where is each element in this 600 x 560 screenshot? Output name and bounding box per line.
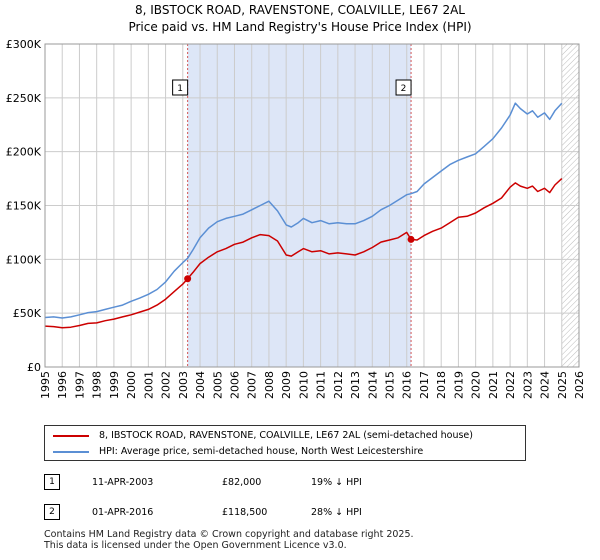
x-tick-label: 2011	[315, 371, 328, 399]
x-tick-label: 2020	[470, 371, 483, 399]
x-tick-label: 1999	[108, 371, 121, 399]
sale-number-badge: 2	[44, 504, 60, 520]
x-tick-label: 2001	[142, 371, 155, 399]
chart-title: 8, IBSTOCK ROAD, RAVENSTONE, COALVILLE, …	[0, 2, 600, 36]
sale-price: £118,500	[222, 507, 268, 518]
x-tick-label: 2009	[280, 371, 293, 399]
x-tick-label: 1998	[91, 371, 104, 399]
sale-point	[184, 275, 192, 283]
y-tick-label: £300K	[6, 38, 42, 51]
plot-frame	[44, 43, 580, 368]
x-tick-label: 2023	[521, 371, 534, 399]
sale-hpi-delta: 28% ↓ HPI	[311, 507, 362, 518]
y-tick-label: £150K	[6, 200, 42, 213]
x-tick-label: 2006	[228, 371, 241, 399]
x-tick-label: 2010	[297, 371, 310, 399]
x-tick-label: 2008	[263, 371, 276, 399]
x-tick-label: 2004	[194, 371, 207, 399]
legend-swatch-hpi	[53, 450, 89, 453]
title-subtitle: Price paid vs. HM Land Registry's House …	[128, 20, 472, 34]
legend-item-hpi: HPI: Average price, semi-detached house,…	[53, 445, 423, 459]
x-tick-label: 2016	[401, 371, 414, 399]
y-tick-label: £100K	[6, 253, 42, 266]
x-tick-label: 2005	[211, 371, 224, 399]
sale-price: £82,000	[222, 477, 262, 488]
x-tick-label: 1995	[39, 371, 52, 399]
legend-item-price: 8, IBSTOCK ROAD, RAVENSTONE, COALVILLE, …	[53, 429, 473, 443]
footer-attribution: Contains HM Land Registry data © Crown c…	[44, 529, 414, 551]
x-tick-label: 2025	[556, 371, 569, 399]
x-tick-label: 2013	[349, 371, 362, 399]
y-tick-label: £200K	[6, 146, 42, 159]
x-tick-label: 1997	[73, 371, 86, 399]
sale-hpi-delta: 19% ↓ HPI	[311, 477, 362, 488]
x-tick-label: 2024	[539, 371, 552, 399]
footer-licence: This data is licensed under the Open Gov…	[44, 539, 347, 551]
sale-label-box	[395, 79, 412, 96]
sale-label: 1	[177, 84, 183, 94]
price-paid-line	[44, 178, 563, 329]
x-tick-label: 2007	[246, 371, 259, 399]
x-tick-label: 2003	[177, 371, 190, 399]
x-tick-label: 2018	[435, 371, 448, 399]
footer-copyright: Contains HM Land Registry data © Crown c…	[44, 529, 414, 540]
y-tick-label: £50K	[13, 307, 42, 320]
chart-legend: 8, IBSTOCK ROAD, RAVENSTONE, COALVILLE, …	[44, 425, 526, 461]
x-tick-label: 2015	[384, 371, 397, 399]
title-address: 8, IBSTOCK ROAD, RAVENSTONE, COALVILLE, …	[135, 3, 465, 17]
hpi-line	[44, 102, 563, 319]
y-tick-label: £250K	[6, 92, 42, 105]
sale-label: 2	[401, 84, 407, 94]
legend-swatch-price	[53, 434, 89, 437]
x-tick-label: 2000	[125, 371, 138, 399]
x-tick-label: 2002	[160, 371, 173, 399]
x-tick-label: 2019	[452, 371, 465, 399]
sale-number-badge: 1	[44, 474, 60, 490]
sale-point	[407, 235, 415, 243]
legend-label-price: 8, IBSTOCK ROAD, RAVENSTONE, COALVILLE, …	[99, 430, 473, 441]
price-chart: £0 £50K £100K £150K £200K £250K £300K 1995 1996 1…	[6, 38, 586, 399]
sale-date: 01-APR-2016	[92, 507, 154, 518]
x-tick-label: 2014	[366, 371, 379, 399]
x-tick-label: 2012	[332, 371, 345, 399]
x-tick-label: 2026	[573, 371, 586, 399]
x-tick-label: 2022	[504, 371, 517, 399]
x-tick-label: 2017	[418, 371, 431, 399]
legend-label-hpi: HPI: Average price, semi-detached house,…	[99, 446, 424, 457]
sale-date: 11-APR-2003	[92, 477, 154, 488]
x-tick-label: 1996	[56, 371, 69, 399]
sale-label-box	[172, 79, 189, 96]
y-tick-label: £0	[27, 361, 41, 374]
x-tick-label: 2021	[487, 371, 500, 399]
